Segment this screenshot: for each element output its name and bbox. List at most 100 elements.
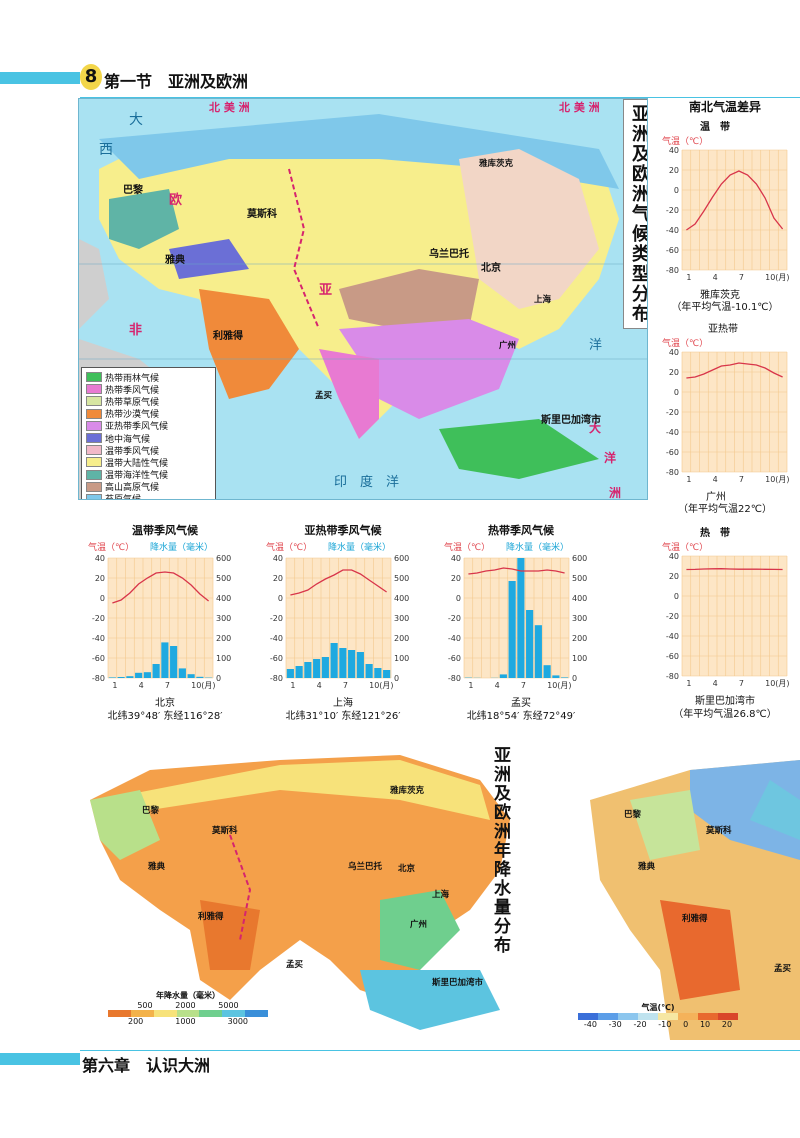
singapore-note: （年平均气温26.8℃） xyxy=(673,709,777,720)
temp-tick-label: -60 xyxy=(666,246,679,255)
zone-temperate: 温 带 xyxy=(700,122,730,133)
precip-legend-tick: 200 xyxy=(128,1017,144,1026)
temp-legend-swatch xyxy=(678,1013,698,1020)
temp-legend-tick: -40 xyxy=(583,1020,597,1029)
precip-legend-tick: 1000 xyxy=(175,1017,196,1026)
chart3-city: 孟买 xyxy=(511,698,531,709)
map-label-da2: 大 xyxy=(589,421,602,435)
chapter-title: 第六章 认识大洲 xyxy=(82,1056,211,1075)
temp-city-moscow: 莫斯科 xyxy=(706,826,732,836)
temp-tick-label: 40 xyxy=(669,552,679,561)
temperature-map-graphic xyxy=(590,760,800,1040)
temp-line xyxy=(112,571,210,604)
legend-label: 温带海洋性气候 xyxy=(105,471,169,482)
city-yakutsk-chart: 雅库茨克 xyxy=(700,290,740,301)
precip-city-athens: 雅典 xyxy=(148,862,166,872)
temp-city-riyadh: 利雅得 xyxy=(682,914,708,924)
precip-tick-label: 500 xyxy=(572,574,587,583)
precip-map-title: 亚洲及欧洲年降水量分布 xyxy=(490,746,510,955)
precip-city-moscow: 莫斯科 xyxy=(212,826,238,836)
precip-bar xyxy=(383,670,391,678)
temp-tick-label: -20 xyxy=(666,206,679,215)
city-riyadh: 利雅得 xyxy=(213,331,243,342)
mediterranean-zone xyxy=(169,239,249,279)
city-guangzhou-chart: 广州 xyxy=(706,492,726,503)
precip-bar xyxy=(304,662,312,678)
temp-legend-scale xyxy=(578,1013,738,1020)
map-label-yang3: 洋 xyxy=(604,451,617,465)
temp-tick-label: 40 xyxy=(669,146,679,155)
month-tick-label: 4 xyxy=(713,475,718,484)
temp-legend-swatch xyxy=(618,1013,638,1020)
temp-tick-label: -80 xyxy=(666,672,679,681)
ylabel-subtropical: 气温（℃） xyxy=(662,339,709,349)
temp-tick-label: -20 xyxy=(448,614,461,623)
chart1-temp-label: 气温（℃） xyxy=(88,543,135,553)
precip-tick-label: 600 xyxy=(216,554,231,563)
map-label-ya: 亚 xyxy=(319,283,333,298)
precip-legend-swatch xyxy=(222,1010,246,1017)
temp-tick-label: 20 xyxy=(273,574,283,583)
month-tick-label: 1 xyxy=(686,475,691,484)
precip-city-shanghai: 上海 xyxy=(432,890,450,900)
precip-europe-zone xyxy=(90,790,160,860)
precip-tick-label: 400 xyxy=(394,594,409,603)
legend-label: 亚热带季风气候 xyxy=(105,422,169,433)
chart2-title: 亚热带季风气候 xyxy=(304,524,382,537)
month-tick-label: 7 xyxy=(739,679,744,688)
city-moscow: 莫斯科 xyxy=(247,209,277,220)
precip-bar xyxy=(143,672,151,678)
precip-city-yakutsk: 雅库茨克 xyxy=(390,786,425,796)
temp-tick-label: -60 xyxy=(92,654,105,663)
month-tick-label: 10(月) xyxy=(765,679,789,688)
legend-swatch xyxy=(86,420,102,431)
precip-bar xyxy=(126,676,134,678)
legend-swatch xyxy=(86,396,102,407)
precip-bar xyxy=(170,646,178,678)
temp-legend-swatch xyxy=(698,1013,718,1020)
temp-city-mumbai: 孟买 xyxy=(774,964,792,974)
temp-legend-tick: -10 xyxy=(658,1020,672,1029)
precip-tick-label: 0 xyxy=(216,674,221,683)
subtropical-monsoon-zone xyxy=(339,319,519,419)
temperate-temp-chart: 40 20 0 -20 -40 -60 -80 1 4 7 10(月) xyxy=(666,146,790,282)
precip-legend-tick: 3000 xyxy=(227,1017,248,1026)
tropical-monsoon-zone xyxy=(319,349,379,439)
precip-tick-label: 100 xyxy=(216,654,231,663)
temp-tick-label: 0 xyxy=(100,594,105,603)
precip-bar xyxy=(330,643,338,678)
temp-tick-label: 0 xyxy=(674,592,679,601)
precip-bar xyxy=(374,668,382,678)
precip-bar xyxy=(286,669,294,678)
temp-legend-tick: -20 xyxy=(633,1020,647,1029)
legend-label: 苔原气候 xyxy=(105,492,141,499)
legend-label: 热带沙漠气候 xyxy=(105,410,160,421)
temp-legend-title: 气温(℃) xyxy=(641,1003,675,1012)
map-label-xi: 西 xyxy=(99,142,113,158)
precip-bar xyxy=(187,674,195,678)
climate-map-title: 亚洲及欧洲气候类型分布 xyxy=(623,99,647,329)
city-ulaanbaatar: 乌兰巴托 xyxy=(429,249,469,260)
temp-tick-label: -20 xyxy=(270,614,283,623)
temp-tick-label: 0 xyxy=(674,186,679,195)
month-tick-label: 7 xyxy=(165,681,170,690)
temp-city-paris: 巴黎 xyxy=(624,810,642,820)
precip-city-mumbai: 孟买 xyxy=(286,960,304,970)
precip-bar xyxy=(196,676,204,678)
precip-bar xyxy=(178,668,186,678)
month-tick-label: 4 xyxy=(139,681,144,690)
legend-swatch xyxy=(86,445,102,456)
temp-line xyxy=(468,567,565,575)
map-label-fei: 非 xyxy=(129,323,143,338)
precip-bar xyxy=(152,664,160,678)
legend-item: 温带大陆性气候 xyxy=(86,456,211,469)
temp-hot-zone xyxy=(660,900,740,1000)
precip-bar xyxy=(365,664,373,678)
temp-tick-label: -80 xyxy=(92,674,105,683)
temperate-monsoon-ne xyxy=(459,149,599,309)
section-title: 第一节 亚洲及欧洲 xyxy=(104,72,249,91)
month-tick-label: 1 xyxy=(290,681,295,690)
legend-item: 热带草原气候 xyxy=(86,395,211,408)
map-label-zhou2: 洲 xyxy=(609,486,622,500)
temp-legend: 气温(℃) -40 -30 -20 -10 0 10 20 xyxy=(578,1002,738,1029)
